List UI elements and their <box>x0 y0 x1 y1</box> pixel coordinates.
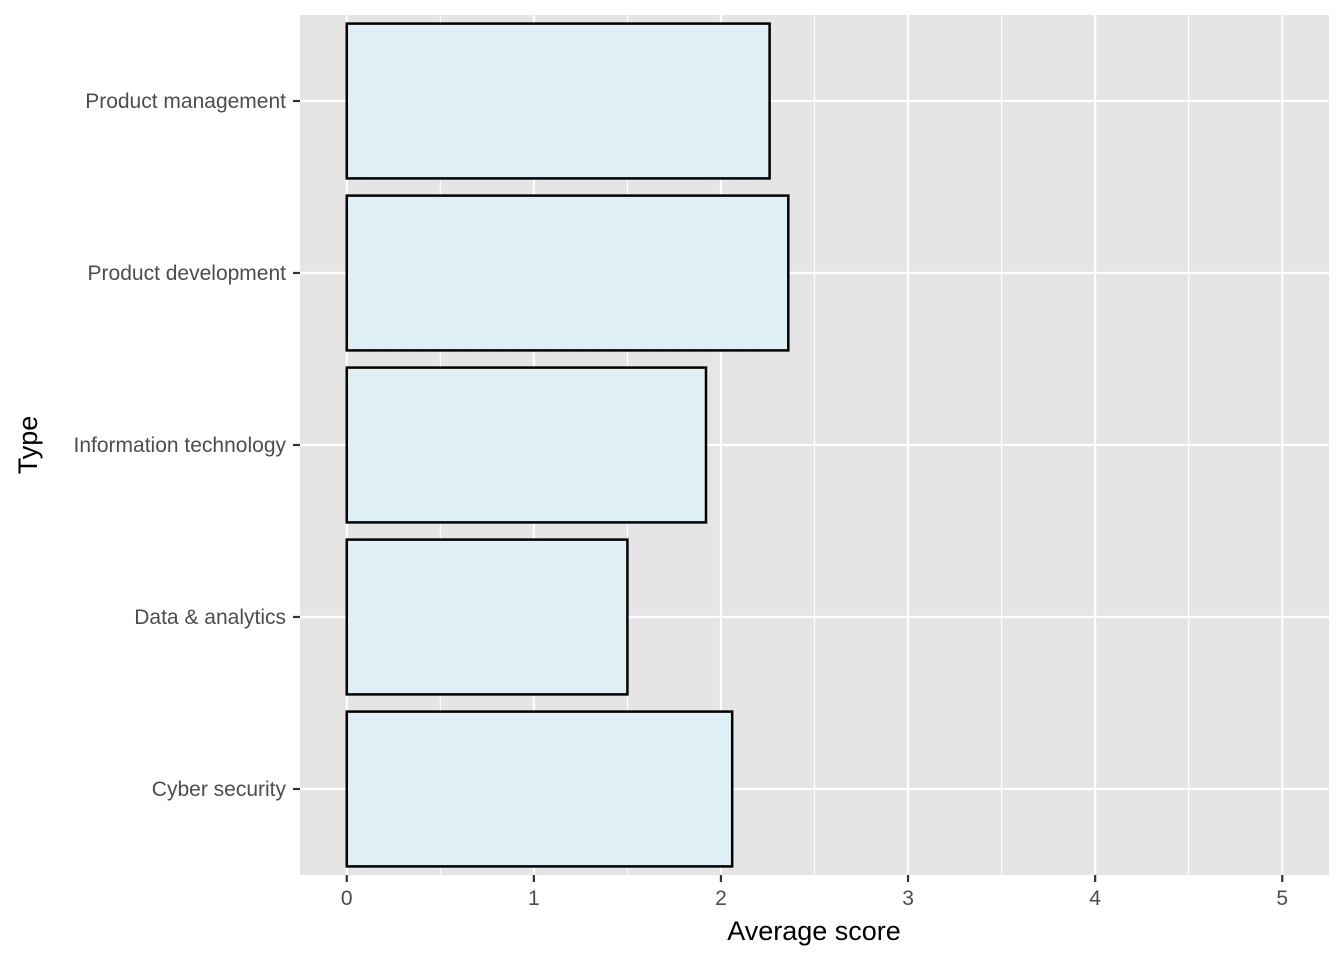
bar <box>345 710 734 868</box>
bar <box>345 194 790 352</box>
y-tick-label: Data & analytics <box>134 606 286 629</box>
x-tick-label: 0 <box>341 887 353 910</box>
y-tick-label: Cyber security <box>152 778 287 801</box>
x-tick-label: 5 <box>1276 887 1288 910</box>
y-tick-label: Product development <box>88 262 287 285</box>
y-axis-title: Type <box>13 416 43 475</box>
bars <box>345 22 790 868</box>
x-tick-label: 3 <box>902 887 914 910</box>
x-tick-label: 2 <box>715 887 727 910</box>
x-axis: 0 1 2 3 4 5 <box>341 875 1288 910</box>
x-tick-label: 4 <box>1089 887 1101 910</box>
y-axis: Product management Product development Inf… <box>74 90 300 801</box>
bar <box>345 366 708 524</box>
bar <box>345 538 629 696</box>
y-tick-label: Product management <box>85 90 286 113</box>
x-tick-label: 1 <box>528 887 540 910</box>
x-axis-title: Average score <box>727 916 901 946</box>
bar <box>345 22 771 180</box>
y-tick-label: Information technology <box>74 434 287 457</box>
